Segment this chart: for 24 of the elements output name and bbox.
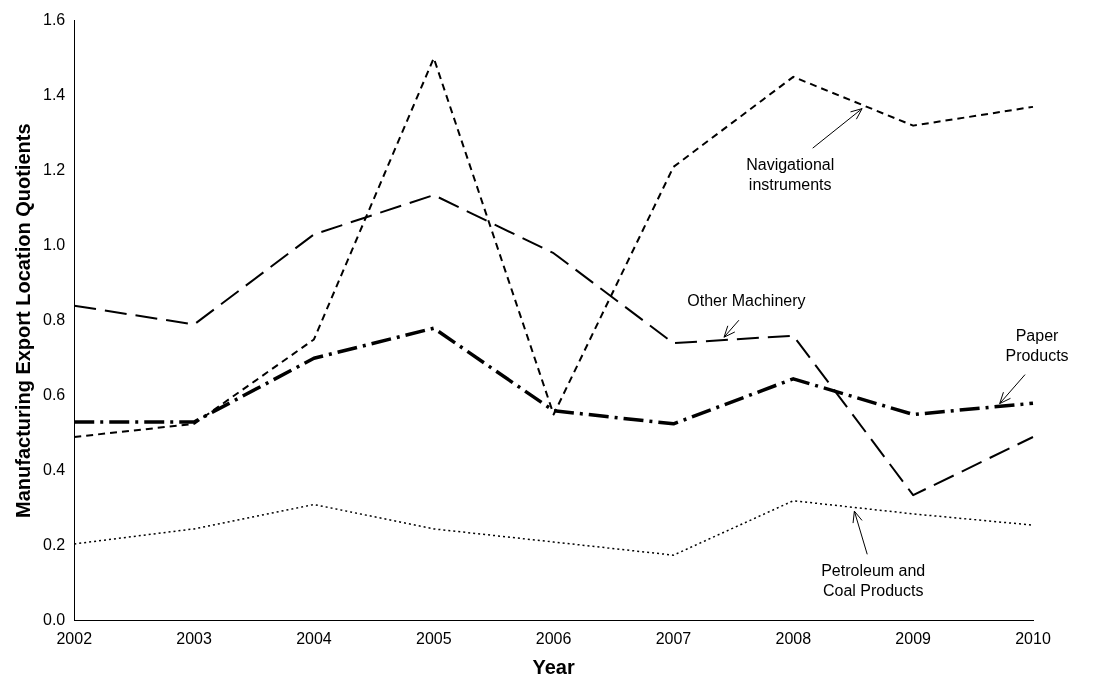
x-tick-label: 2003: [176, 629, 212, 647]
x-tick-label: 2010: [1015, 629, 1051, 647]
x-tick-label: 2006: [535, 629, 572, 647]
x-tick-label: 2005: [415, 629, 452, 647]
x-tick-label: 2009: [895, 629, 932, 647]
y-tick-label: 0.4: [42, 461, 66, 479]
text: Navigational instruments: [746, 156, 835, 194]
y-tick-label: 1.0: [42, 236, 66, 254]
x-axis-title: Year: [532, 655, 575, 678]
y-tick-label: 1.6: [42, 11, 66, 29]
text: Paper Products: [1005, 326, 1069, 364]
y-tick-label: 1.4: [42, 86, 66, 104]
x-tick-label: 2007: [655, 629, 692, 647]
y-tick-label: 0.6: [42, 386, 66, 404]
y-tick-label: 0.8: [42, 311, 66, 329]
y-axis-title: Manufacturing Export Location Quotients: [11, 123, 34, 518]
x-tick-label: 2004: [296, 629, 332, 647]
y-tick-label: 0.0: [42, 611, 66, 629]
y-tick-label: 0.2: [42, 536, 66, 554]
series-label: Other Machinery: [687, 292, 806, 310]
y-tick-label: 1.2: [42, 161, 66, 179]
text: Petroleum and Coal Products: [821, 562, 926, 600]
x-tick-label: 2008: [775, 629, 812, 647]
x-tick-label: 2002: [56, 629, 93, 647]
